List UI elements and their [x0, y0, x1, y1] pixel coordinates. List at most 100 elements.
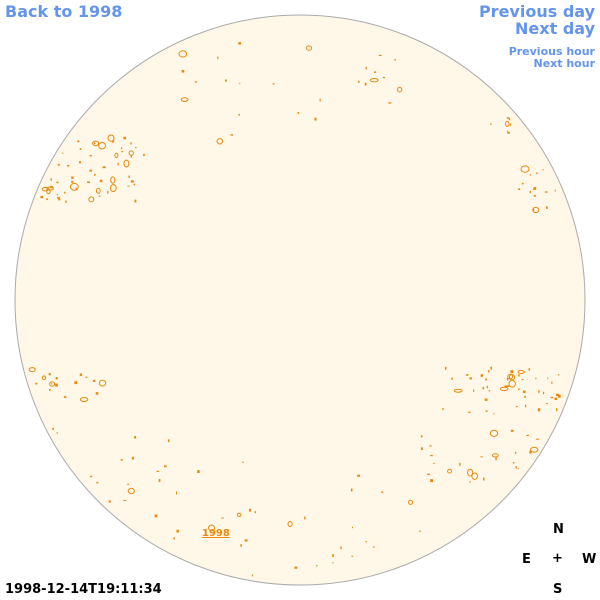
feature-contour — [340, 546, 342, 550]
feature-contour — [46, 198, 48, 201]
feature-contour — [130, 142, 132, 145]
feature-contour — [238, 42, 242, 45]
next-day-link[interactable]: Next day — [515, 19, 595, 38]
feature-contour — [388, 102, 392, 104]
feature-contour — [49, 389, 51, 391]
compass-east-label: E — [522, 552, 531, 567]
feature-contour — [421, 447, 423, 450]
feature-contour — [74, 381, 78, 385]
feature-contour — [536, 438, 540, 440]
feature-contour — [510, 370, 514, 374]
feature-contour — [535, 377, 537, 380]
feature-contour — [88, 196, 95, 203]
feature-contour — [467, 411, 471, 413]
feature-contour — [40, 196, 44, 199]
feature-contour — [128, 175, 130, 179]
feature-contour — [517, 468, 519, 469]
feature-contour — [524, 404, 527, 408]
feature-contour — [130, 180, 134, 183]
feature-contour — [102, 166, 106, 169]
feature-contour — [506, 385, 510, 387]
feature-contour — [56, 194, 58, 196]
next-hour-link[interactable]: Next hour — [533, 57, 596, 70]
feature-contour — [57, 196, 60, 199]
feature-contour — [95, 392, 99, 395]
feature-contour — [512, 462, 515, 464]
feature-contour — [110, 176, 116, 184]
feature-contour — [490, 366, 492, 370]
feature-contour — [221, 517, 224, 519]
feature-contour — [447, 468, 453, 474]
feature-contour — [466, 374, 469, 376]
feature-contour — [89, 155, 92, 157]
solar-feature-contours — [28, 42, 561, 577]
feature-contour — [112, 141, 114, 143]
feature-contour — [87, 181, 90, 183]
feature-contour — [433, 462, 435, 465]
feature-contour — [378, 54, 382, 56]
feature-contour — [486, 385, 488, 389]
feature-contour — [51, 383, 53, 385]
feature-contour — [546, 402, 548, 405]
feature-contour — [123, 159, 130, 168]
feature-contour — [79, 148, 82, 150]
feature-contour — [79, 397, 89, 402]
feature-contour — [305, 45, 313, 51]
feature-contour — [533, 187, 537, 190]
feature-contour — [351, 555, 354, 557]
feature-contour — [131, 456, 134, 460]
feature-contour — [194, 81, 197, 83]
feature-contour — [515, 406, 518, 408]
feature-contour — [95, 187, 101, 194]
feature-contour — [529, 450, 532, 454]
feature-contour — [351, 526, 353, 529]
feature-contour — [364, 82, 367, 86]
feature-contour — [554, 397, 558, 400]
feature-contour — [79, 161, 81, 164]
feature-contour — [482, 387, 485, 390]
feature-contour — [109, 184, 117, 193]
feature-contour — [469, 377, 472, 380]
feature-contour — [93, 142, 96, 145]
feature-contour — [495, 457, 497, 461]
feature-contour — [238, 114, 240, 116]
feature-contour — [526, 434, 529, 436]
feature-contour — [55, 377, 58, 380]
feature-contour — [28, 367, 36, 373]
feature-contour — [197, 470, 200, 473]
feature-contour — [79, 373, 83, 376]
compass-north-label: N — [553, 522, 564, 537]
year-marker-link[interactable]: 1998 — [202, 528, 230, 539]
feature-contour — [99, 179, 103, 183]
feature-contour — [225, 79, 227, 82]
feature-contour — [453, 388, 463, 393]
feature-contour — [240, 544, 242, 547]
previous-day-link[interactable]: Previous day — [478, 2, 595, 21]
feature-contour — [484, 398, 488, 401]
feature-contour — [35, 382, 38, 385]
feature-contour — [544, 191, 548, 193]
feature-contour — [127, 185, 130, 187]
back-to-year-link[interactable]: Back to 1998 — [5, 2, 123, 21]
feature-contour — [542, 169, 544, 171]
feature-contour — [254, 511, 256, 514]
feature-contour — [543, 391, 545, 395]
feature-contour — [239, 82, 241, 85]
feature-contour — [529, 174, 531, 176]
feature-contour — [52, 427, 54, 430]
feature-contour — [294, 566, 298, 569]
previous-hour-link[interactable]: Previous hour — [508, 45, 595, 58]
feature-contour — [297, 112, 300, 114]
feature-contour — [123, 500, 127, 502]
feature-contour — [107, 190, 109, 194]
feature-contour — [532, 206, 540, 214]
feature-contour — [419, 530, 421, 533]
feature-contour — [517, 370, 525, 374]
feature-contour — [430, 454, 433, 457]
feature-contour — [480, 374, 483, 377]
feature-contour — [547, 377, 549, 379]
feature-contour — [506, 117, 510, 119]
feature-contour — [529, 190, 531, 194]
feature-contour — [365, 67, 367, 70]
feature-contour — [244, 539, 248, 542]
